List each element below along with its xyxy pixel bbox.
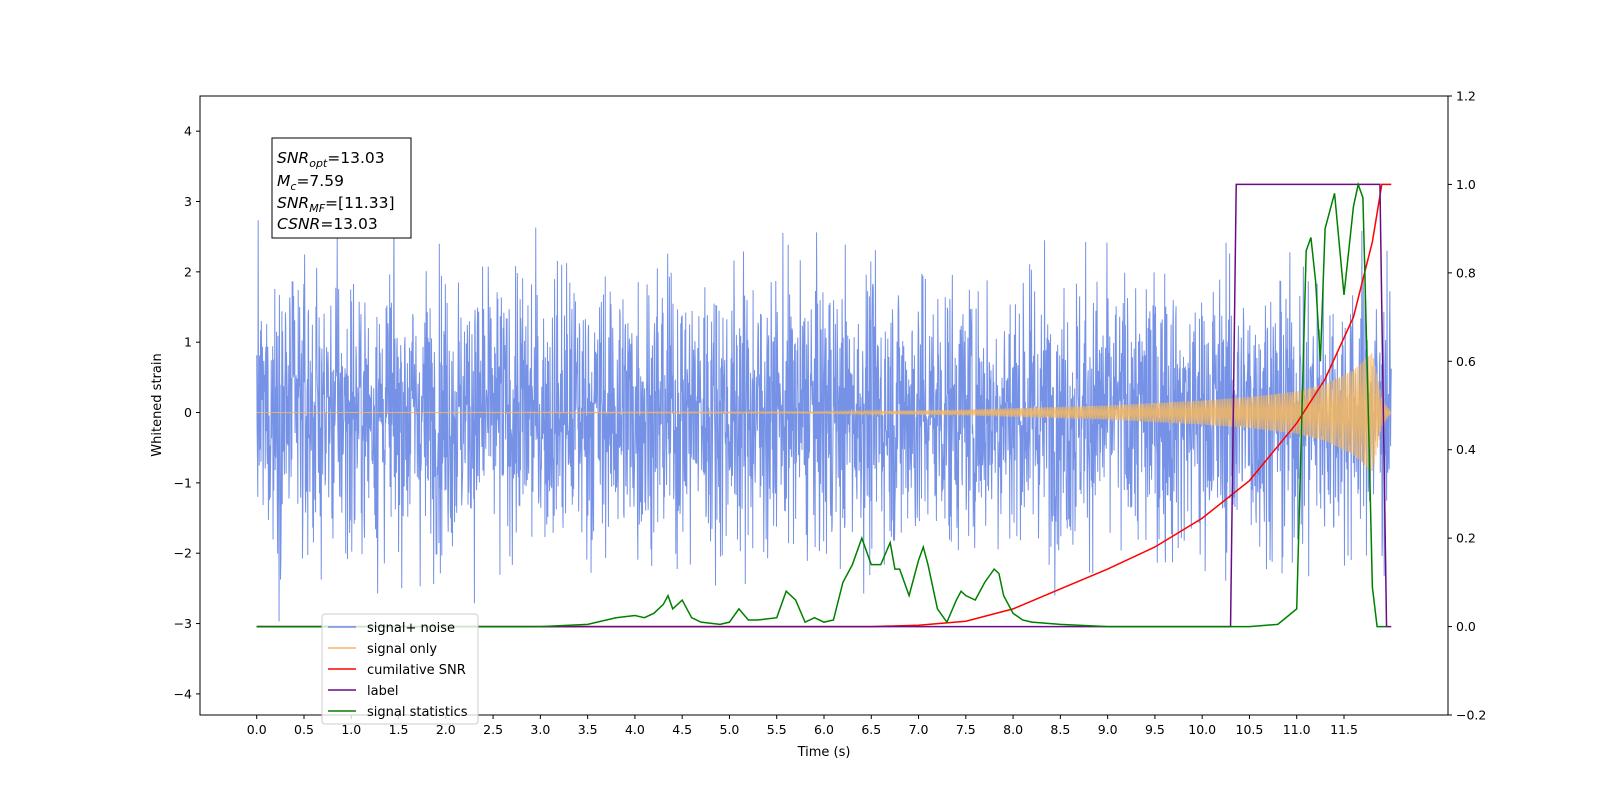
y-right-tick-label: 0.0 (1456, 619, 1476, 634)
legend-label: signal statistics (367, 705, 468, 720)
x-tick-label: 2.5 (483, 722, 503, 737)
y-left-tick-label: 3 (184, 194, 192, 209)
svg-text:CSNR=13.03: CSNR=13.03 (277, 215, 378, 233)
x-tick-label: 7.0 (909, 722, 929, 737)
y-left-tick-label: −1 (174, 475, 192, 490)
y-axis-label: Whitened strain (150, 353, 165, 456)
x-tick-label: 8.5 (1050, 722, 1070, 737)
legend-label: cumilative SNR (367, 663, 466, 678)
series-cumulative-snr (256, 183, 1392, 628)
legend-label: signal only (367, 642, 437, 657)
x-tick-label: 9.0 (1098, 722, 1118, 737)
y-left-tick-label: 2 (184, 264, 192, 279)
legend-label: signal+ noise (367, 621, 455, 636)
x-tick-label: 3.5 (578, 722, 598, 737)
y-axis-right: 1.2 1.0 0.8 0.6 0.4 0.2 0.0 −0.2 (1448, 89, 1486, 723)
y-right-tick-label: 1.2 (1456, 89, 1476, 104)
y-right-tick-label: −0.2 (1456, 708, 1486, 723)
series-signal-only (256, 353, 1392, 472)
x-tick-label: 8.0 (1003, 722, 1023, 737)
svg-text:Mc=7.59: Mc=7.59 (277, 172, 344, 193)
x-tick-label: 10.0 (1188, 722, 1216, 737)
x-tick-label: 7.5 (956, 722, 976, 737)
legend-label: label (367, 684, 398, 699)
y-left-tick-label: −3 (174, 616, 192, 631)
y-right-tick-label: 1.0 (1456, 177, 1476, 192)
y-right-tick-label: 0.2 (1456, 531, 1476, 546)
y-left-tick-label: −4 (174, 686, 192, 701)
x-tick-label: 1.5 (389, 722, 409, 737)
x-axis: 0.0 0.5 1.0 1.5 2.0 2.5 3.0 3.5 4.0 4.5 5.0 5.5 6.0 6… (247, 715, 1358, 737)
x-tick-label: 1.0 (341, 722, 361, 737)
x-tick-label: 4.5 (672, 722, 692, 737)
series-signal-statistics (256, 181, 1387, 628)
x-tick-label: 0.0 (247, 722, 267, 737)
series-layer (256, 176, 1392, 628)
x-tick-label: 11.0 (1283, 722, 1311, 737)
x-tick-label: 4.0 (625, 722, 645, 737)
x-tick-label: 10.5 (1236, 722, 1264, 737)
svg-text:SNRopt=13.03: SNRopt=13.03 (277, 149, 385, 170)
y-left-tick-label: 0 (184, 405, 192, 420)
legend: signal+ noise signal only cumilative SNR la… (321, 613, 479, 725)
y-right-tick-label: 0.4 (1456, 442, 1476, 457)
x-tick-label: 11.5 (1330, 722, 1358, 737)
x-tick-label: 5.0 (720, 722, 740, 737)
info-box: SNRopt=13.03 Mc=7.59 SNRMF=[11.33] CSNR=… (271, 137, 412, 239)
y-right-tick-label: 0.6 (1456, 354, 1476, 369)
x-tick-label: 6.5 (861, 722, 881, 737)
y-left-tick-label: 4 (184, 124, 192, 139)
x-tick-label: 9.5 (1145, 722, 1165, 737)
x-tick-label: 3.0 (530, 722, 550, 737)
series-signal-noise (256, 176, 1392, 622)
y-left-tick-label: 1 (184, 335, 192, 350)
y-axis-left: 4 3 2 1 0 −1 −2 −3 −4 (174, 124, 200, 701)
x-tick-label: 5.5 (767, 722, 787, 737)
x-tick-label: 6.0 (814, 722, 834, 737)
svg-text:SNRMF=[11.33]: SNRMF=[11.33] (277, 194, 395, 215)
series-label (256, 183, 1392, 628)
x-axis-label: Time (s) (797, 745, 851, 760)
x-tick-label: 2.0 (436, 722, 456, 737)
y-left-tick-label: −2 (174, 546, 192, 561)
x-tick-label: 0.5 (294, 722, 314, 737)
y-right-tick-label: 0.8 (1456, 265, 1476, 280)
legend-frame (321, 613, 479, 725)
